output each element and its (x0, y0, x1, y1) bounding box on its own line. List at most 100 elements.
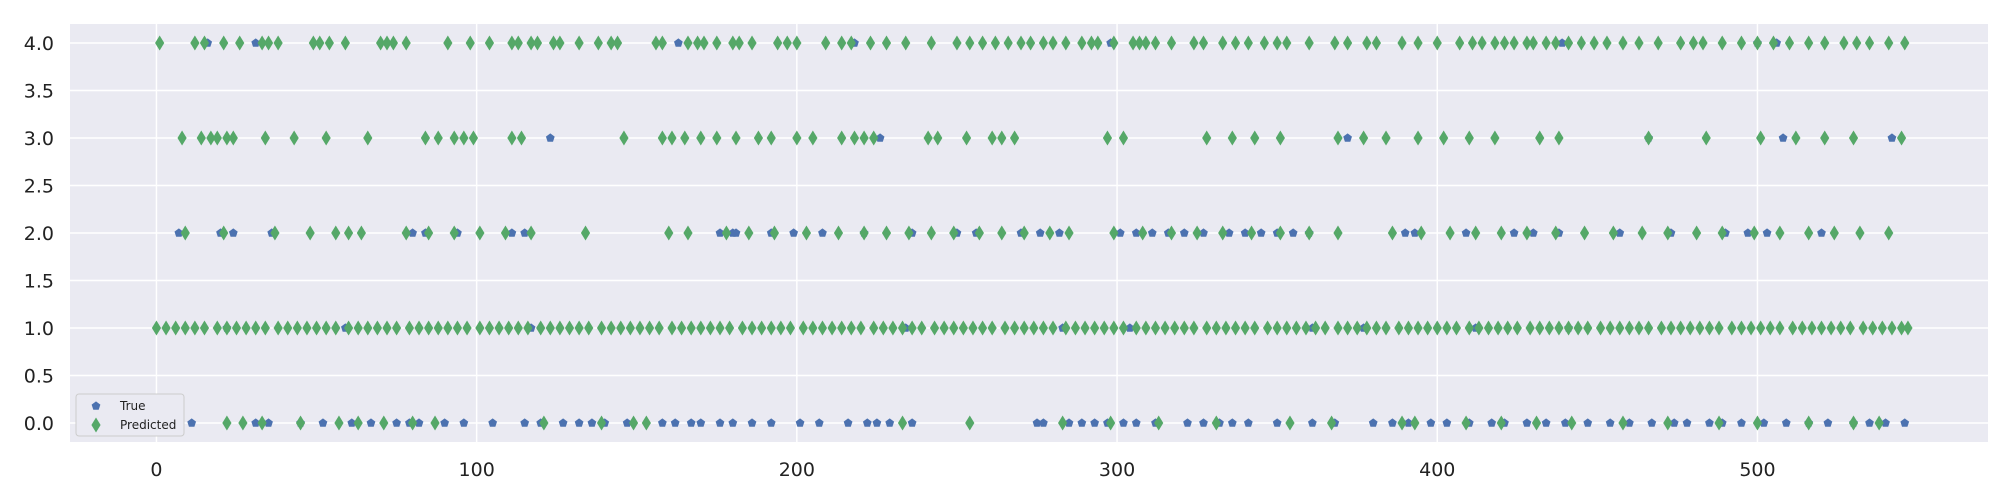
data-point-predicted (1070, 320, 1081, 336)
data-point-predicted (725, 320, 735, 336)
data-point-predicted (1134, 35, 1145, 51)
data-point-predicted (1150, 320, 1161, 336)
data-point-true (1583, 418, 1593, 427)
data-point-true (670, 418, 680, 427)
data-point-true (1131, 418, 1141, 427)
y-tick-label: 3.5 (24, 81, 54, 103)
data-point-predicted (1230, 35, 1241, 51)
data-point-true (1115, 228, 1125, 237)
data-point-predicted (747, 35, 757, 51)
data-point-predicted (151, 320, 162, 336)
data-point-predicted (363, 320, 373, 336)
data-point-predicted (1064, 225, 1074, 241)
data-point-predicted (190, 320, 200, 336)
x-tick-label: 500 (1739, 459, 1775, 481)
data-point-true (1522, 418, 1532, 427)
data-point-predicted (1282, 320, 1292, 336)
data-point-predicted (1618, 415, 1628, 431)
data-point-predicted (846, 35, 856, 51)
data-point-predicted (939, 320, 949, 336)
data-point-predicted (1474, 320, 1484, 336)
data-point-predicted (1202, 320, 1212, 336)
data-point-predicted (612, 35, 623, 51)
data-point-true (545, 133, 555, 142)
data-point-true (872, 418, 882, 427)
data-point-predicted (1595, 320, 1606, 336)
data-point-predicted (596, 320, 607, 336)
data-point-predicted (897, 320, 908, 336)
data-point-predicted (222, 130, 232, 146)
data-point-true (728, 418, 738, 427)
data-point-predicted (443, 320, 453, 336)
data-point-predicted (311, 320, 322, 336)
data-point-predicted (273, 35, 283, 51)
data-point-predicted (1692, 225, 1702, 241)
data-point-true (674, 38, 683, 47)
data-point-predicted (302, 320, 312, 336)
data-point-true (251, 38, 261, 47)
data-point-predicted (1816, 320, 1827, 336)
data-point-predicted (1077, 35, 1087, 51)
data-point-predicted (212, 130, 222, 146)
data-point-true (459, 418, 469, 427)
data-point-true (507, 228, 517, 237)
data-point-true (1647, 418, 1657, 427)
data-point-predicted (257, 35, 267, 51)
legend-marker-true (91, 401, 101, 410)
data-point-predicted (798, 320, 808, 336)
data-point-predicted (692, 35, 703, 51)
data-point-predicted (206, 130, 216, 146)
data-point-predicted (1848, 415, 1859, 431)
data-point-predicted (401, 35, 411, 51)
data-point-predicted (849, 130, 860, 146)
data-point-predicted (878, 320, 888, 336)
data-point-predicted (1381, 320, 1391, 336)
data-point-true (1368, 418, 1378, 427)
data-point-predicted (1061, 35, 1071, 51)
data-point-predicted (177, 130, 187, 146)
data-point-predicted (1490, 35, 1500, 51)
data-point-predicted (961, 130, 972, 146)
data-point-true (1669, 418, 1679, 427)
data-point-predicted (1285, 415, 1295, 431)
data-point-predicted (295, 415, 306, 431)
data-point-predicted (1698, 35, 1708, 51)
data-point-true (622, 418, 632, 427)
data-point-predicted (1275, 225, 1285, 241)
data-point-predicted (1804, 415, 1814, 431)
data-point-predicted (616, 320, 626, 336)
data-point-predicted (869, 130, 879, 146)
y-tick-label: 4.0 (24, 33, 54, 55)
data-point-true (1823, 418, 1833, 427)
data-point-predicted (1464, 320, 1474, 336)
data-point-predicted (1326, 415, 1337, 431)
data-point-predicted (1048, 320, 1058, 336)
data-point-true (1528, 228, 1538, 237)
data-point-predicted (1896, 320, 1907, 336)
data-point-predicted (1528, 35, 1538, 51)
data-point-predicted (1522, 35, 1532, 51)
data-point-predicted (1852, 35, 1862, 51)
data-point-true (1865, 418, 1874, 427)
data-point-predicted (260, 320, 270, 336)
data-point-predicted (1768, 35, 1779, 51)
data-point-predicted (792, 35, 802, 51)
data-point-predicted (564, 320, 575, 336)
data-point-predicted (1634, 35, 1644, 51)
data-point-predicted (728, 35, 738, 51)
data-point-predicted (1896, 130, 1907, 146)
data-point-predicted (792, 130, 802, 146)
data-point-predicted (1439, 130, 1449, 146)
data-point-predicted (273, 320, 283, 336)
data-point-predicted (1579, 225, 1590, 241)
data-point-predicted (433, 130, 443, 146)
data-point-predicted (1202, 130, 1212, 146)
data-point-predicted (1304, 225, 1314, 241)
data-point-predicted (965, 35, 975, 51)
data-point-predicted (1608, 225, 1618, 241)
data-point-predicted (1637, 225, 1647, 241)
data-point-predicted (1061, 320, 1071, 336)
data-point-predicted (459, 130, 469, 146)
data-point-predicted (705, 320, 716, 336)
data-point-predicted (484, 320, 495, 336)
